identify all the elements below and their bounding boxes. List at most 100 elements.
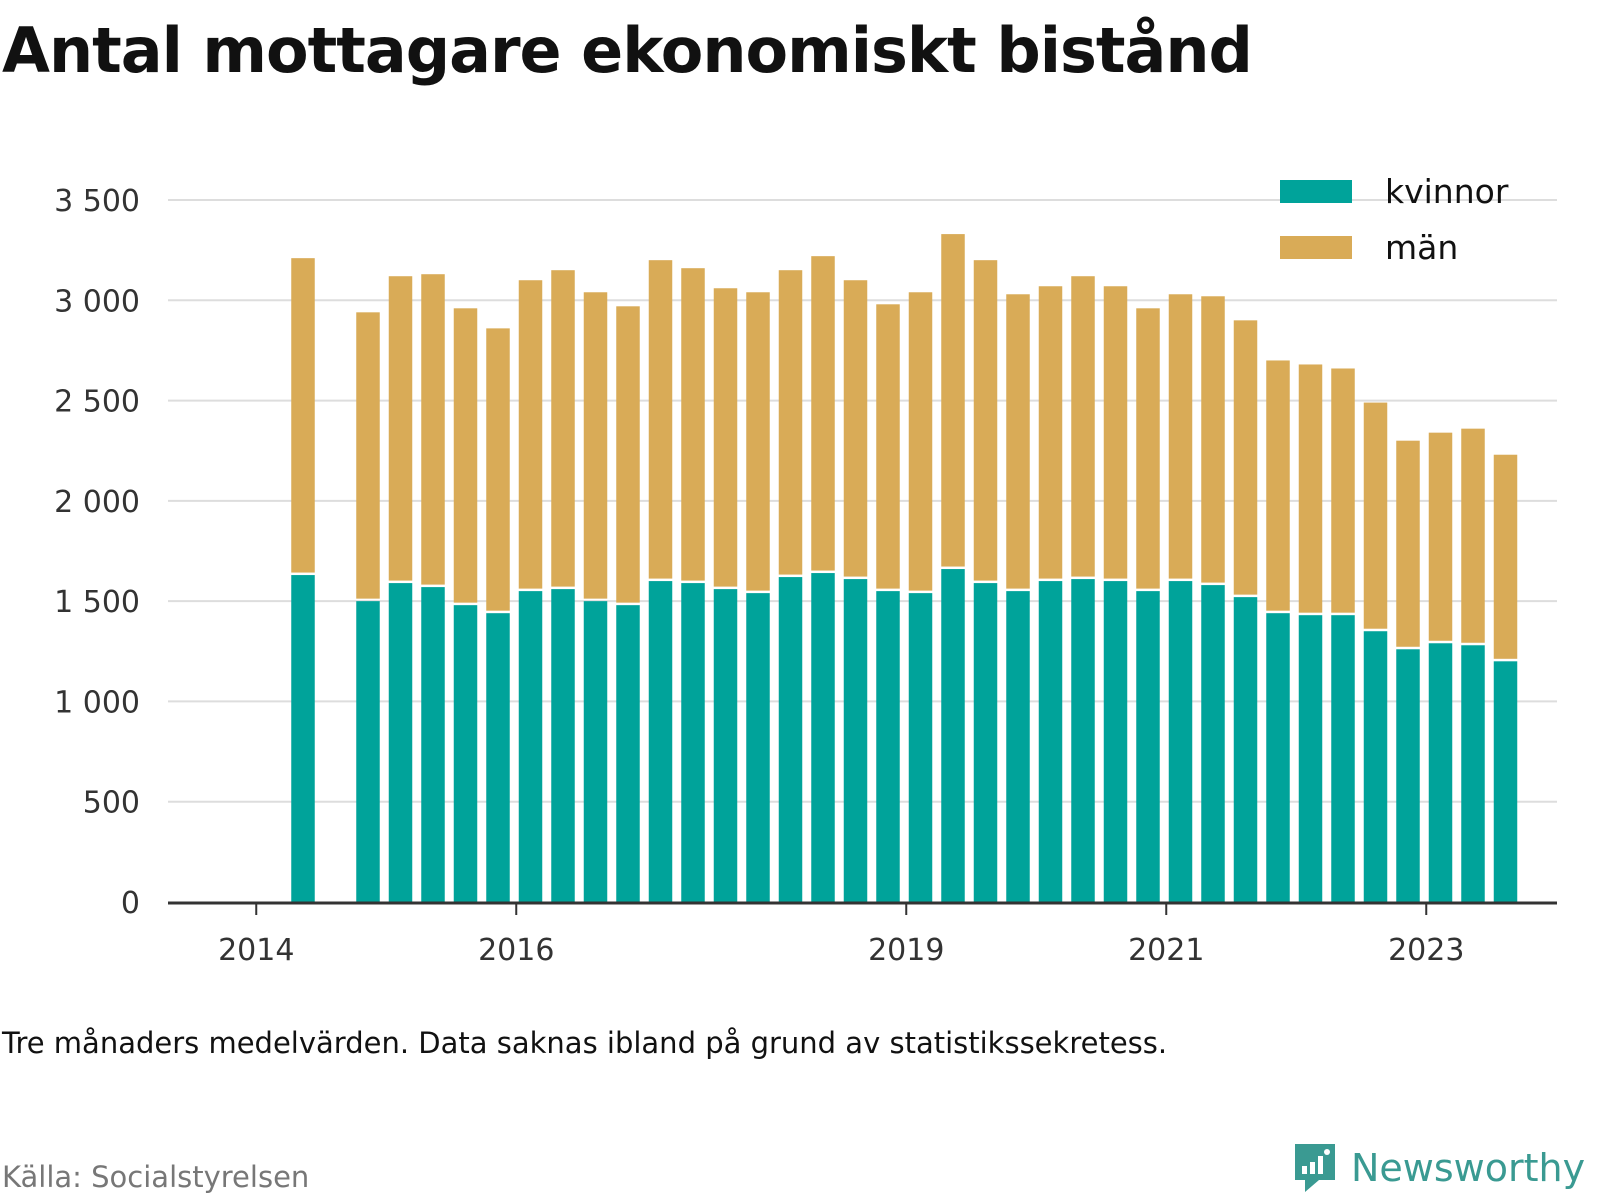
bar-man [681,268,705,581]
bar-kvinnor [1006,591,1030,902]
bar-man [713,288,738,587]
bar-kvinnor [746,593,770,902]
legend-label: kvinnor [1385,172,1509,211]
x-tick-label: 2014 [218,933,294,968]
bar-kvinnor [648,581,673,902]
bar-man [1428,432,1453,641]
bar-man [746,292,770,591]
bar-man [1233,320,1258,595]
bar-kvinnor [388,583,413,902]
bar-man [973,260,998,581]
bar-man [356,312,380,599]
bar-kvinnor [713,589,738,902]
chart-note: Tre månaders medelvärden. Data saknas ib… [2,1026,1168,1060]
bar-kvinnor [1461,645,1485,902]
x-axis: 2014 2016 2019 2021 2023 [168,901,1557,968]
bar-kvinnor [1396,649,1420,902]
bar-kvinnor [811,573,835,902]
bar-man [421,274,445,585]
chart-title: Antal mottagare ekonomiskt bistånd [2,14,1253,87]
legend-label: män [1385,228,1458,267]
bar-man [616,306,640,603]
bar-kvinnor [1168,581,1193,902]
bar-man [1103,286,1128,579]
legend-swatch [1280,180,1352,203]
bar-kvinnor [453,605,478,902]
bar-kvinnor [291,575,315,902]
bar-man [648,260,673,579]
bar-man [1493,454,1518,659]
bar-kvinnor [486,613,510,902]
bar-man [583,292,608,599]
bar-kvinnor [1493,661,1518,902]
y-tick-label: 500 [83,786,140,821]
x-tick-label: 2016 [478,933,554,968]
newsworthy-logo-icon [1295,1144,1335,1192]
bar-man [1298,364,1323,613]
bar-kvinnor [1201,585,1225,902]
y-tick-label: 3 500 [54,184,140,219]
bar-man [778,270,803,575]
y-tick-label: 1 500 [54,585,140,620]
y-tick-label: 2 000 [54,485,140,520]
bar-man [1071,276,1095,577]
legend: kvinnor män [1280,172,1509,267]
bar-kvinnor [876,591,900,902]
bar-kvinnor [1363,631,1388,902]
bar-kvinnor [941,569,965,902]
bars [291,234,1518,902]
bar-man [1201,296,1225,583]
bar-kvinnor [843,579,868,902]
bar-man [1363,402,1388,629]
x-tick-label: 2019 [868,933,944,968]
bar-man [453,308,478,603]
bar-man [843,280,868,577]
y-tick-label: 3 000 [54,284,140,319]
bar-kvinnor [1136,591,1160,902]
bar-kvinnor [778,577,803,902]
bar-man [908,292,933,591]
brand-logo: Newsworthy [1291,1140,1585,1196]
bar-man [486,328,510,611]
bar-kvinnor [1233,597,1258,902]
bar-man [1461,428,1485,643]
source-text: Källa: Socialstyrelsen [2,1160,310,1194]
bar-man [1331,368,1355,613]
bar-kvinnor [681,583,705,902]
bar-kvinnor [1038,581,1063,902]
bar-kvinnor [1298,615,1323,902]
bar-kvinnor [1266,613,1290,902]
bar-man [1136,308,1160,589]
bar-kvinnor [616,605,640,902]
y-tick-label: 2 500 [54,385,140,420]
bar-man [551,270,575,587]
bar-man [811,256,835,571]
bar-kvinnor [1071,579,1095,902]
y-tick-label: 1 000 [54,685,140,720]
bar-kvinnor [973,583,998,902]
bar-kvinnor [1331,615,1355,902]
bar-man [518,280,543,589]
x-tick-label: 2023 [1388,933,1464,968]
bar-man [941,234,965,567]
y-axis-tick-labels: 0 500 1 000 1 500 2 000 2 500 3 000 3 500 [54,184,140,921]
bar-kvinnor [356,601,380,902]
bar-kvinnor [421,587,445,902]
legend-swatch [1280,236,1352,259]
bar-man [876,304,900,589]
bar-kvinnor [518,591,543,902]
bar-kvinnor [1103,581,1128,902]
bar-man [1396,440,1420,647]
bar-man [388,276,413,581]
x-tick-label: 2021 [1128,933,1204,968]
bar-man [1006,294,1030,589]
brand-name: Newsworthy [1351,1146,1586,1190]
y-tick-label: 0 [121,886,140,921]
bar-kvinnor [583,601,608,902]
bar-man [1168,294,1193,579]
bar-kvinnor [551,589,575,902]
bar-man [1266,360,1290,611]
bar-kvinnor [1428,643,1453,902]
bar-man [291,258,315,573]
